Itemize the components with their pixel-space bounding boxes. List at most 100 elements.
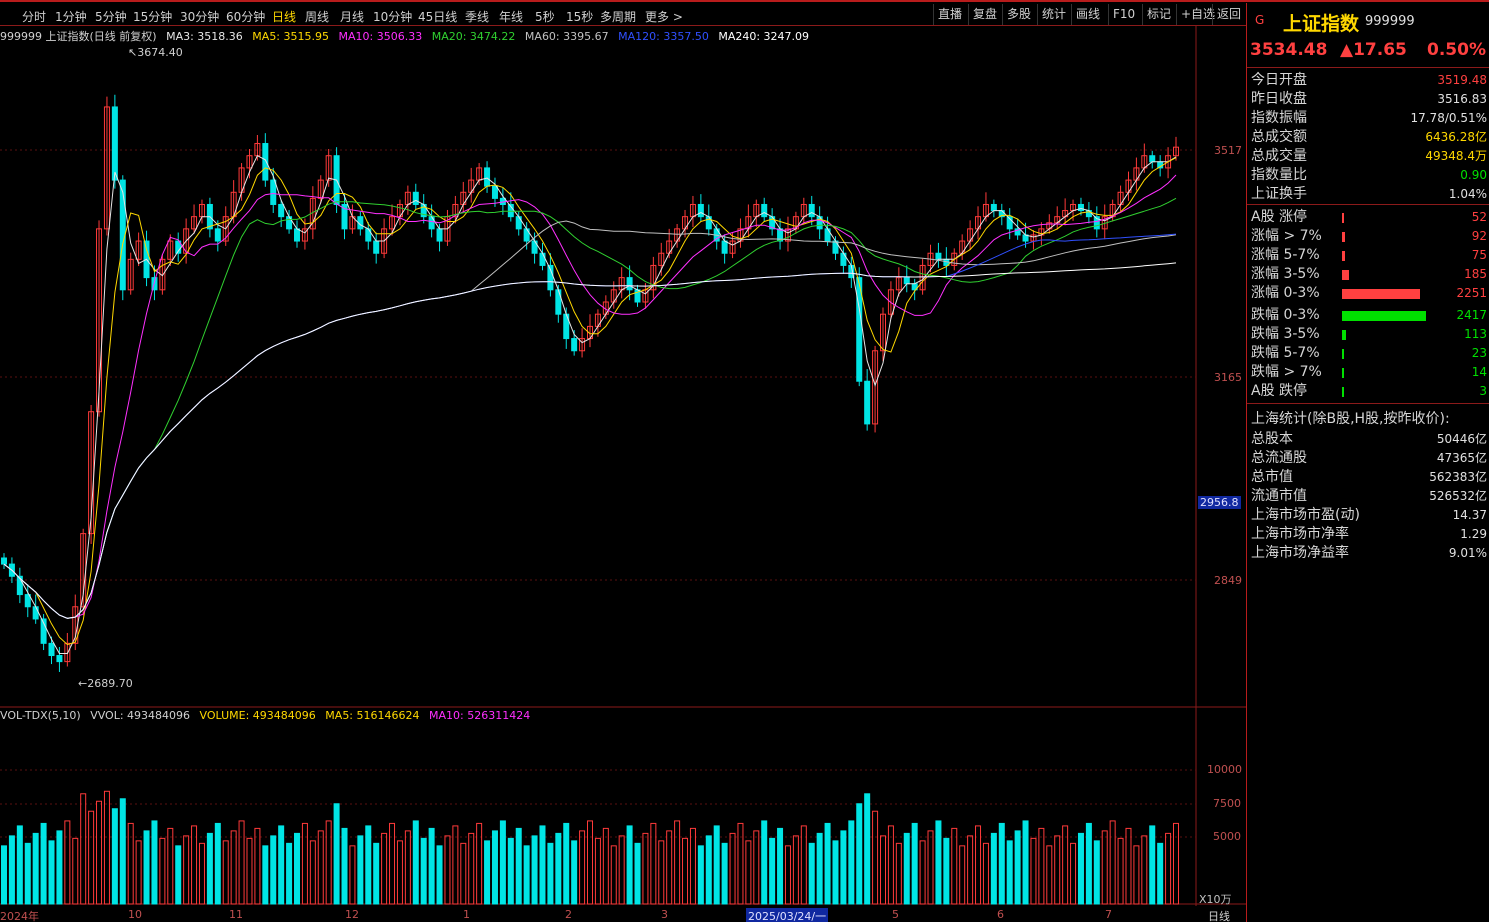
stat-row: 上证换手 1.04% (1251, 185, 1487, 204)
period-tab-10[interactable]: 45日线 (418, 10, 458, 24)
volume-bar (563, 822, 570, 905)
ma-line-3 (3, 155, 1177, 654)
period-tab-5[interactable]: 60分钟 (226, 10, 266, 24)
period-tab-1[interactable]: 1分钟 (55, 10, 87, 24)
volume-bar (1014, 830, 1021, 905)
stat-row: 指数振幅 17.78/0.51% (1251, 109, 1487, 128)
period-tab-7[interactable]: 周线 (305, 10, 330, 24)
volume-bar (159, 837, 166, 905)
sh-stat-row: 上海市场市净率 1.29 (1251, 525, 1487, 544)
breadth-bar (1342, 311, 1426, 321)
sh-stat-value: 562383亿 (1429, 470, 1487, 484)
period-tab-16[interactable]: 更多 > (645, 10, 683, 24)
volume-bar (317, 830, 324, 905)
volume-bar (8, 835, 15, 905)
period-tab-9[interactable]: 10分钟 (373, 10, 413, 24)
volume-bar (967, 835, 974, 905)
toolbar-button-4[interactable]: 画线 (1071, 4, 1104, 25)
toolbar-button-3[interactable]: 统计 (1037, 4, 1070, 25)
breadth-value: 52 (1471, 210, 1487, 224)
candle-body (389, 216, 396, 230)
breadth-bar (1342, 387, 1344, 397)
candle-body (856, 277, 863, 382)
breadth-row: 跌幅 0-3% 2417 (1251, 306, 1487, 325)
period-tab-3[interactable]: 15分钟 (133, 10, 173, 24)
candle-body (127, 258, 134, 291)
toolbar-button-7[interactable]: +自选 (1176, 4, 1219, 25)
breadth-row: 涨幅 0-3% 2251 (1251, 284, 1487, 303)
volume-bar (602, 827, 609, 905)
volume-bar (127, 822, 134, 905)
volume-bar (594, 837, 601, 905)
toolbar-button-5[interactable]: F10 (1108, 4, 1139, 25)
period-tab-8[interactable]: 月线 (340, 10, 365, 24)
x-label-0: 2024年 (0, 910, 39, 922)
vol-name: VOL-TDX(5,10) (0, 709, 81, 722)
breadth-value: 2417 (1456, 308, 1487, 322)
candle-body (872, 350, 879, 425)
sh-stat-row: 总流通股 47365亿 (1251, 449, 1487, 468)
separator (1247, 67, 1489, 68)
volume-bar (1054, 835, 1061, 905)
volume-bar (697, 845, 704, 905)
candle-body (1006, 216, 1013, 230)
volume-bar (935, 820, 942, 905)
period-tab-13[interactable]: 5秒 (535, 10, 555, 24)
candle-body (412, 191, 419, 205)
candle-body (96, 228, 103, 413)
volume-bar (903, 832, 910, 905)
volume-bar (484, 840, 491, 905)
breadth-bar (1342, 368, 1344, 378)
period-tab-0[interactable]: 分时 (22, 10, 47, 24)
index-name: 上证指数 (1283, 13, 1360, 35)
period-tab-2[interactable]: 5分钟 (95, 10, 127, 24)
vol-vvol: VVOL: 493484096 (90, 709, 191, 722)
volume-bar (523, 845, 530, 905)
toolbar-button-6[interactable]: 标记 (1142, 4, 1175, 25)
toolbar-button-2[interactable]: 多股 (1002, 4, 1035, 25)
period-tab-4[interactable]: 30分钟 (180, 10, 220, 24)
volume-bar (832, 840, 839, 905)
x-label-7: 2025/03/24/一 (746, 908, 829, 922)
breadth-bar (1342, 289, 1420, 299)
volume-bar (539, 825, 546, 905)
period-tab-11[interactable]: 季线 (465, 10, 490, 24)
volume-bar (278, 825, 285, 905)
x-label-3: 12 (345, 908, 359, 921)
candle-body (523, 228, 530, 242)
sh-stats-title: 上海统计(除B股,H股,按昨收价): (1251, 411, 1450, 427)
breadth-value: 23 (1471, 346, 1487, 360)
breadth-value: 14 (1471, 365, 1487, 379)
volume-bar (24, 842, 31, 905)
breadth-value: 75 (1471, 248, 1487, 262)
volume-bar (436, 845, 443, 905)
ma-line-5 (3, 157, 1177, 646)
volume-bar (428, 827, 435, 905)
toolbar-button-1[interactable]: 复盘 (968, 4, 1001, 25)
period-tab-14[interactable]: 15秒 (566, 10, 594, 24)
kline-chart[interactable]: ↖3674.40 ←2689.70 (0, 26, 1246, 906)
legend-ma20: MA20: 3474.22 (431, 30, 516, 43)
toolbar-button-8[interactable]: 返回 (1212, 4, 1245, 25)
sh-stat-key: 流通市值 (1251, 488, 1307, 504)
period-tab-15[interactable]: 多周期 (600, 10, 637, 24)
volume-bar (507, 837, 514, 905)
ma-line-240 (3, 262, 1177, 619)
candle-body (887, 289, 894, 315)
sh-stat-value: 47365亿 (1436, 451, 1487, 465)
candle-body (452, 203, 459, 218)
volume-bar (309, 840, 316, 905)
stat-key: 指数振幅 (1251, 110, 1307, 126)
volume-bar (927, 830, 934, 905)
period-tab-12[interactable]: 年线 (499, 10, 524, 24)
toolbar-button-0[interactable]: 直播 (933, 4, 966, 25)
volume-bar (294, 832, 300, 905)
x-label-9: 6 (997, 908, 1004, 921)
low-annotation: ←2689.70 (78, 677, 133, 690)
candle-body (1014, 228, 1021, 236)
volume-bar (254, 827, 261, 905)
volume-bar (808, 842, 815, 905)
period-tab-6[interactable]: 日线 (272, 10, 297, 24)
candle-body (16, 575, 23, 596)
